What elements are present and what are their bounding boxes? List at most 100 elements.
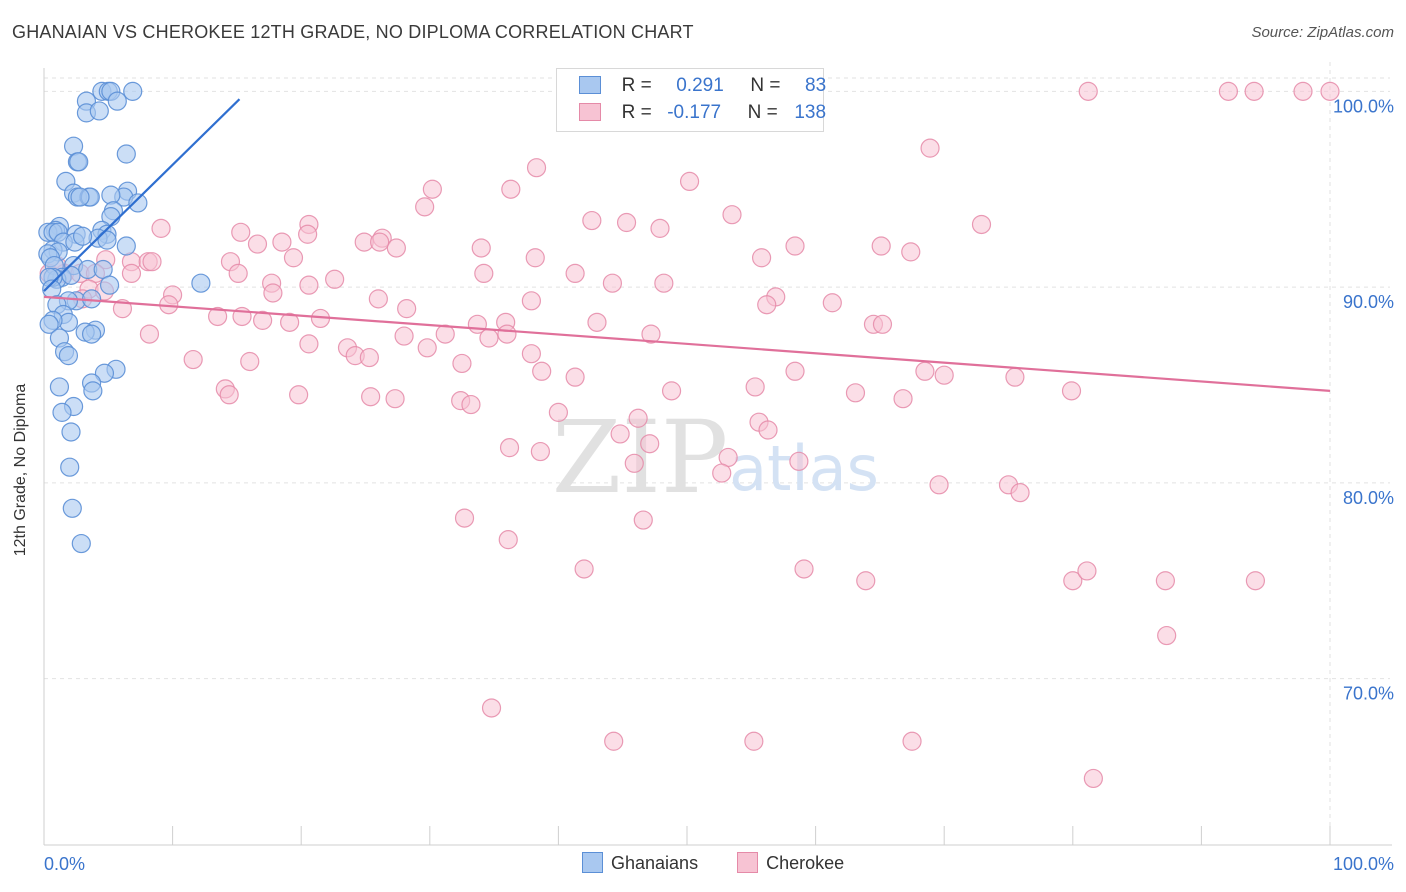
- legend-item-ghanaians: Ghanaians: [582, 852, 698, 874]
- cherokee-point: [121, 263, 142, 284]
- cherokee-point: [1063, 571, 1083, 591]
- cherokee-point: [325, 269, 345, 289]
- cherokee-point: [530, 441, 550, 462]
- ghanaians-point: [52, 402, 72, 422]
- cherokee-point: [757, 295, 777, 315]
- cherokee-point: [548, 402, 569, 422]
- cherokee-r-value: -0.177: [667, 102, 722, 123]
- cherokee-point: [361, 387, 381, 407]
- cherokee-point: [722, 205, 742, 225]
- ghanaians-point: [89, 101, 109, 121]
- ghanaians-point: [69, 152, 89, 172]
- cherokee-point: [474, 263, 494, 284]
- tick-labels: 70.0% 80.0% 90.0% 100.0% 0.0% 100.0%: [44, 96, 1394, 874]
- cherokee-point: [640, 434, 660, 454]
- cherokee-point: [582, 210, 602, 231]
- cherokee-point: [624, 453, 644, 473]
- x-tick-label-min: 0.0%: [44, 854, 85, 874]
- cherokee-n-value: 138: [794, 102, 827, 123]
- r-label: R =: [621, 75, 652, 96]
- cherokee-point: [587, 312, 607, 332]
- cherokee-point: [525, 248, 545, 268]
- cherokee-point: [208, 306, 228, 327]
- stats-legend: R = 0.291 N = 83 R = -0.177 N = 138: [556, 68, 826, 132]
- ghanaians-point: [72, 226, 93, 246]
- cherokee-point: [1293, 81, 1313, 101]
- y-tick-label: 80.0%: [1343, 488, 1394, 508]
- ghanaians-point: [58, 346, 79, 366]
- cherokee-point: [368, 289, 388, 309]
- ghanaians-point: [62, 498, 82, 518]
- cherokee-point: [415, 197, 435, 217]
- ghanaians-point: [83, 381, 103, 401]
- cherokee-point: [785, 361, 805, 381]
- cherokee-point: [497, 324, 517, 344]
- ghanaians-point: [49, 377, 70, 397]
- cherokee-point: [789, 451, 809, 471]
- cherokee-point: [1155, 571, 1175, 591]
- cherokee-point: [479, 328, 499, 348]
- cherokee-point: [1218, 81, 1239, 101]
- cherokee-point: [253, 310, 273, 330]
- cherokee-point: [298, 224, 318, 244]
- y-tick-label: 90.0%: [1343, 292, 1394, 312]
- cherokee-point: [602, 273, 623, 293]
- ghanaians-r-value: 0.291: [676, 75, 724, 96]
- cherokee-point: [1083, 768, 1103, 789]
- ghanaians-trend-line: [43, 98, 241, 292]
- cherokee-point: [417, 338, 437, 358]
- cherokee-point: [386, 238, 406, 258]
- ghanaians-point: [123, 81, 143, 101]
- cherokee-point: [1078, 81, 1098, 101]
- cherokee-point: [872, 314, 893, 334]
- cherokee-point: [794, 559, 814, 579]
- ghanaians-points: [38, 81, 211, 554]
- cherokee-trend-line: [43, 295, 1331, 392]
- cherokee-point: [501, 179, 521, 199]
- cherokee-point: [498, 530, 518, 550]
- cherokee-point: [240, 351, 260, 372]
- ghanaians-point: [70, 187, 90, 207]
- ghanaians-point: [39, 314, 59, 334]
- cherokee-swatch: [579, 103, 601, 121]
- trend-lines: [43, 98, 1331, 392]
- ghanaians-legend-swatch: [582, 852, 603, 873]
- cherokee-point: [628, 408, 648, 428]
- cherokee-point: [454, 508, 475, 528]
- cherokee-point: [499, 438, 520, 458]
- n-label: N =: [747, 102, 778, 123]
- cherokee-point: [228, 263, 248, 284]
- cherokee-point: [871, 236, 891, 256]
- cherokee-point: [283, 248, 304, 268]
- cherokee-point: [712, 463, 732, 483]
- ghanaians-point: [191, 273, 211, 293]
- cherokee-point: [610, 424, 630, 444]
- ghanaians-point: [71, 533, 91, 554]
- n-label: N =: [750, 75, 781, 96]
- cherokee-point: [394, 326, 414, 346]
- cherokee-point: [397, 299, 417, 319]
- cherokee-point: [219, 385, 239, 405]
- cherokee-point: [280, 312, 300, 332]
- y-tick-label: 70.0%: [1343, 684, 1394, 704]
- stats-row-cherokee: R = -0.177 N = 138: [579, 102, 826, 128]
- ghanaians-point: [107, 91, 127, 111]
- cherokee-point: [151, 218, 171, 238]
- cherokee-point: [461, 394, 481, 415]
- cherokee-point: [633, 510, 653, 530]
- cherokee-point: [822, 293, 842, 313]
- cherokee-point: [1244, 81, 1264, 101]
- cherokee-point: [435, 324, 455, 344]
- ghanaians-legend-label: Ghanaians: [611, 853, 699, 873]
- axes: [43, 68, 1392, 846]
- x-tick-label-max: 100.0%: [1333, 854, 1394, 874]
- ghanaians-point: [61, 265, 81, 285]
- chart-title: GHANAIAN VS CHEROKEE 12TH GRADE, NO DIPL…: [12, 22, 694, 42]
- cherokee-point: [289, 385, 309, 405]
- cherokee-point: [1157, 625, 1177, 646]
- cherokee-point: [481, 698, 502, 718]
- source-label: Source: ZipAtlas.com: [1251, 24, 1394, 41]
- cherokee-point: [654, 273, 674, 293]
- cherokee-point: [758, 420, 778, 440]
